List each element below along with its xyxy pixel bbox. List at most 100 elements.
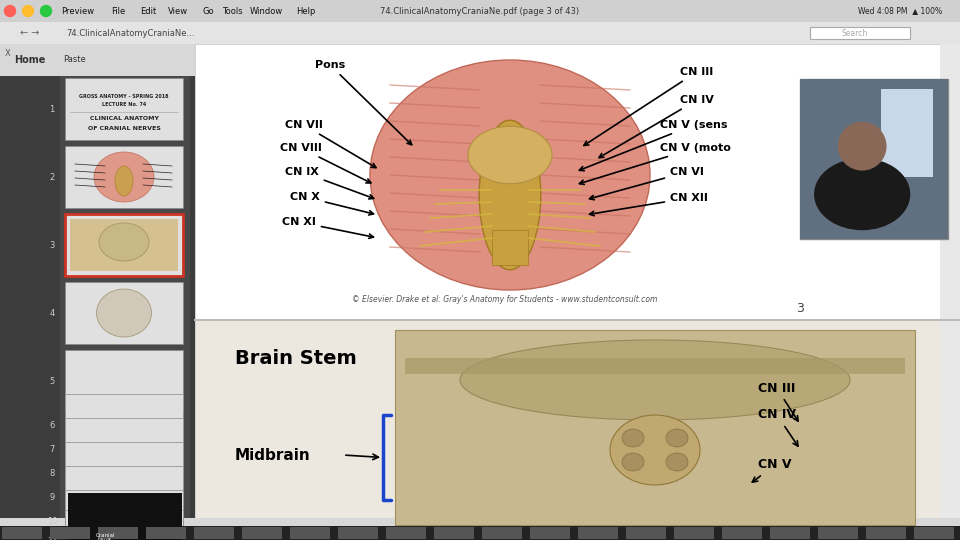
Ellipse shape [666,429,688,447]
Ellipse shape [370,60,650,290]
Text: 9: 9 [49,492,55,502]
Text: CN V: CN V [753,458,791,482]
Bar [800,79,948,239]
Text: X: X [5,50,11,58]
Circle shape [40,5,52,17]
Ellipse shape [460,340,850,420]
Text: LECTURE No. 74: LECTURE No. 74 [102,102,146,106]
Ellipse shape [94,152,154,202]
Text: Slide 3 of 22   English (United States): Slide 3 of 22 English (United States) [55,526,185,532]
Bar [65,442,183,504]
Text: 7: 7 [49,444,55,454]
Ellipse shape [99,223,149,261]
Text: Preview: Preview [61,6,95,16]
Bar [434,527,474,539]
Bar [722,527,762,539]
Text: Go: Go [203,6,214,16]
Circle shape [838,123,886,170]
Text: 2: 2 [49,172,55,181]
Bar [866,527,906,539]
Circle shape [5,5,15,17]
Bar [674,527,714,539]
Ellipse shape [610,415,700,485]
Text: 10: 10 [47,516,58,525]
Text: 1: 1 [49,105,55,113]
Bar [881,89,933,177]
Text: 74.ClinicalAnatomyCraniaNe.pdf (page 3 of 43): 74.ClinicalAnatomyCraniaNe.pdf (page 3 o… [380,6,580,16]
Text: CN III: CN III [584,67,713,145]
Ellipse shape [622,429,644,447]
Text: CN XI: CN XI [282,217,373,238]
Bar [194,527,234,539]
Text: CN VII: CN VII [285,120,376,167]
Bar [338,527,378,539]
Bar [810,27,910,39]
Bar [405,358,905,374]
Bar [65,214,183,276]
Text: Home: Home [14,55,46,65]
Text: View: View [168,6,188,16]
Bar [395,330,915,525]
Bar [0,526,960,540]
Bar [0,518,960,540]
Text: CN V (moto: CN V (moto [580,143,731,185]
Text: Paste: Paste [63,56,86,64]
Bar [65,394,183,456]
Text: Pons: Pons [315,60,412,145]
Bar [770,527,810,539]
Ellipse shape [479,120,540,270]
Text: CN V (sens: CN V (sens [579,120,728,171]
Text: 74.ClinicalAnatomyCraniaNe...: 74.ClinicalAnatomyCraniaNe... [66,29,194,37]
Bar [578,527,618,539]
Bar [60,76,190,518]
Text: CLINICAL ANATOMY: CLINICAL ANATOMY [89,116,158,120]
Bar [65,282,183,344]
Text: CN VIII: CN VIII [280,143,371,183]
Text: Help: Help [297,6,316,16]
Bar [68,493,182,540]
Ellipse shape [666,453,688,471]
Bar [0,44,195,518]
Bar [290,527,330,539]
Ellipse shape [622,453,644,471]
Bar [65,418,183,480]
Bar [800,79,948,239]
Bar [2,527,42,539]
Text: 3: 3 [49,240,55,249]
Text: 11: 11 [47,537,58,540]
Bar [65,490,183,540]
Text: 5: 5 [49,376,55,386]
Bar [818,527,858,539]
Text: Midbrain: Midbrain [235,448,311,462]
Text: Edit: Edit [140,6,156,16]
Text: CN X: CN X [290,192,373,215]
Text: CN IX: CN IX [285,167,373,199]
Text: Window: Window [250,6,282,16]
Bar [65,146,183,208]
Bar [195,320,960,518]
Text: OF CRANIAL NERVES: OF CRANIAL NERVES [87,125,160,131]
Bar [50,527,90,539]
Text: CN IV: CN IV [599,95,714,158]
Bar [65,466,183,528]
Text: © Elsevier. Drake et al: Gray's Anatomy for Students - www.studentconsult.com: © Elsevier. Drake et al: Gray's Anatomy … [352,295,658,305]
Circle shape [22,5,34,17]
Ellipse shape [115,166,133,196]
Text: Tools: Tools [222,6,242,16]
Text: File: File [110,6,125,16]
Text: ← →: ← → [20,28,39,38]
Text: Wed 4:08 PM  ▲ 100%: Wed 4:08 PM ▲ 100% [858,6,942,16]
Text: Cranial
Vault: Cranial Vault [95,532,115,540]
Text: CN IV: CN IV [758,408,798,446]
Bar [530,527,570,539]
Bar [65,350,183,412]
Text: 8: 8 [49,469,55,477]
Bar [65,510,183,540]
Bar [242,527,282,539]
Bar [386,527,426,539]
Text: Brain Stem: Brain Stem [235,348,357,368]
Text: 3: 3 [796,301,804,314]
Bar [914,527,954,539]
Ellipse shape [468,126,552,184]
Text: GROSS ANATOMY - SPRING 2018: GROSS ANATOMY - SPRING 2018 [80,93,169,98]
